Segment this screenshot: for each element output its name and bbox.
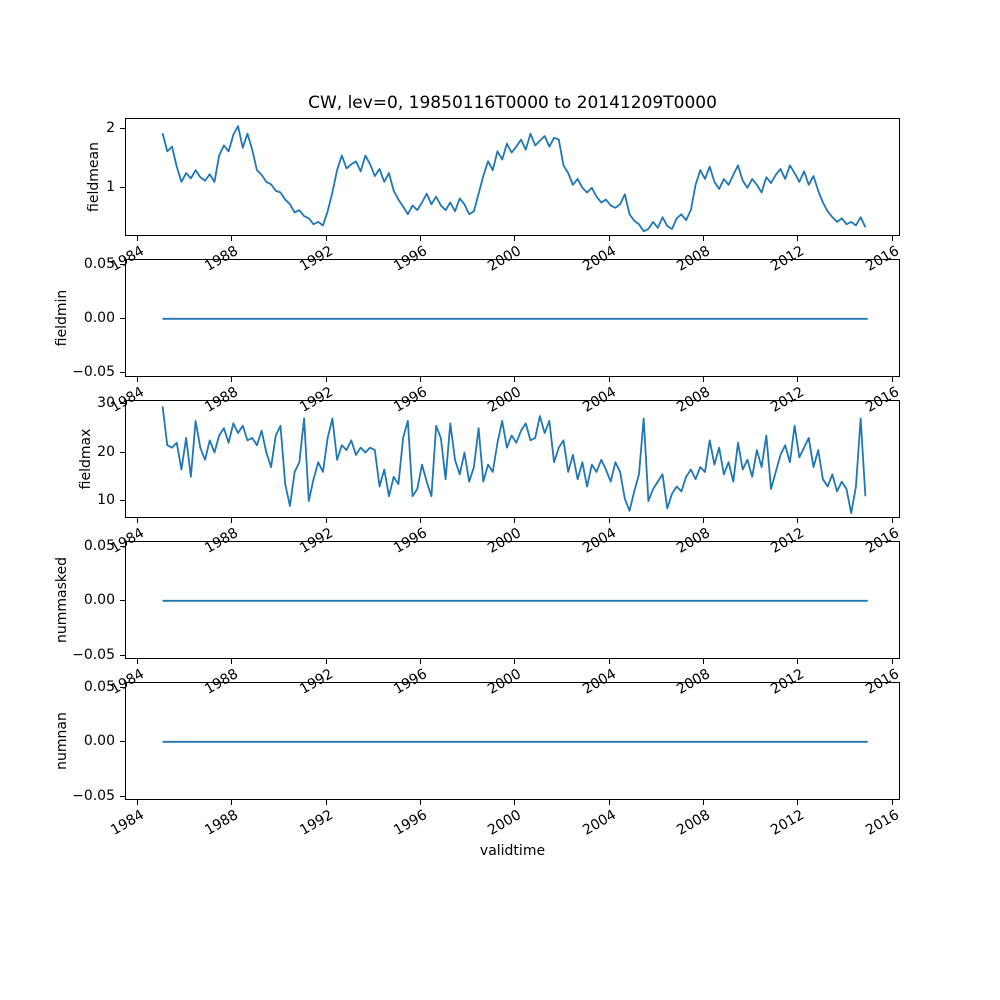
x-tickmark [703,658,705,664]
x-tickmark [514,658,516,664]
y-tick-label: 0.05 [83,537,115,554]
line-fieldmean [161,125,867,233]
x-tickmark [703,800,705,805]
x-tickmark [608,235,610,241]
x-tickmark [608,376,610,382]
x-tickmark [420,376,421,382]
y-tickmark [120,128,125,129]
x-tickmark [231,235,233,241]
x-tickmark [797,235,799,241]
y-tickmark [120,600,125,602]
y-tick-label: 1 [106,178,115,195]
x-tickmark [325,517,327,523]
y-tick-label: −0.05 [72,364,115,381]
x-tickmark [325,800,327,805]
x-tickmark [514,376,516,382]
y-tick-label: 20 [97,443,115,460]
x-tickmark [514,235,516,241]
y-axis-label-numnan: numnan [53,712,70,771]
x-tickmark [325,235,327,241]
y-tickmark [120,795,125,797]
y-tick-label: 0.05 [83,255,115,272]
y-tick-label: −0.05 [72,787,115,804]
subplot-fieldmean [125,118,900,236]
x-axis-label: validtime [479,843,546,859]
y-tick-label: 2 [106,120,115,136]
y-tickmark [120,545,125,547]
chart-title: CW, lev=0, 19850116T0000 to 20141209T000… [308,93,717,113]
x-tickmark [420,517,421,523]
x-tickmark [231,800,233,805]
y-tickmark [120,686,125,688]
x-tickmark [137,800,138,805]
y-tickmark [120,372,125,374]
x-tickmark [325,658,327,664]
y-tickmark [120,317,125,319]
line-fieldmax [161,406,867,515]
y-tick-label: −0.05 [72,646,115,663]
x-tickmark [891,376,893,382]
x-tickmark [420,800,421,805]
y-tick-label: 0.05 [83,678,115,695]
y-tickmark [120,263,125,265]
subplot-numnan [125,682,900,800]
y-axis-label-fieldmean: fieldmean [85,141,102,212]
y-tick-label: 10 [97,492,115,509]
x-tickmark [231,658,233,664]
x-tickmark [891,658,893,664]
x-tickmark [137,376,138,382]
y-axis-label-fieldmin: fieldmin [53,289,70,347]
x-tickmark [797,658,799,664]
x-tickmark [137,235,138,241]
y-tick-label: 30 [97,395,115,412]
y-axis-label-nummasked: nummasked [53,557,70,644]
x-tickmark [514,800,516,805]
subplot-nummasked [125,541,900,659]
x-tickmark [608,658,610,664]
x-tickmark [703,235,705,241]
x-tickmark [891,235,893,241]
subplot-fieldmin [125,259,900,377]
y-tickmark [120,403,125,405]
x-tickmark [797,800,799,805]
x-tickmark [137,517,138,523]
y-tick-label: 0.00 [83,733,115,750]
x-tickmark [231,517,233,523]
x-tickmark [797,376,799,382]
x-tickmark [325,376,327,382]
y-tickmark [120,186,125,188]
y-tick-label: 0.00 [83,309,115,326]
x-tickmark [420,658,421,664]
y-tickmark [120,451,125,453]
x-tickmark [797,517,799,523]
x-tickmark [137,658,138,664]
y-tickmark [120,741,125,743]
y-tickmark [120,500,125,502]
x-tickmark [420,235,421,241]
x-tickmark [703,376,705,382]
x-tickmark [514,517,516,523]
subplot-fieldmax [125,400,900,518]
x-tickmark [608,800,610,805]
y-tickmark [120,654,125,656]
x-tickmark [231,376,233,382]
y-tick-label: 0.00 [83,592,115,609]
x-tickmark [703,517,705,523]
x-tickmark [891,800,893,805]
x-tickmark [891,517,893,523]
x-tickmark [608,517,610,523]
